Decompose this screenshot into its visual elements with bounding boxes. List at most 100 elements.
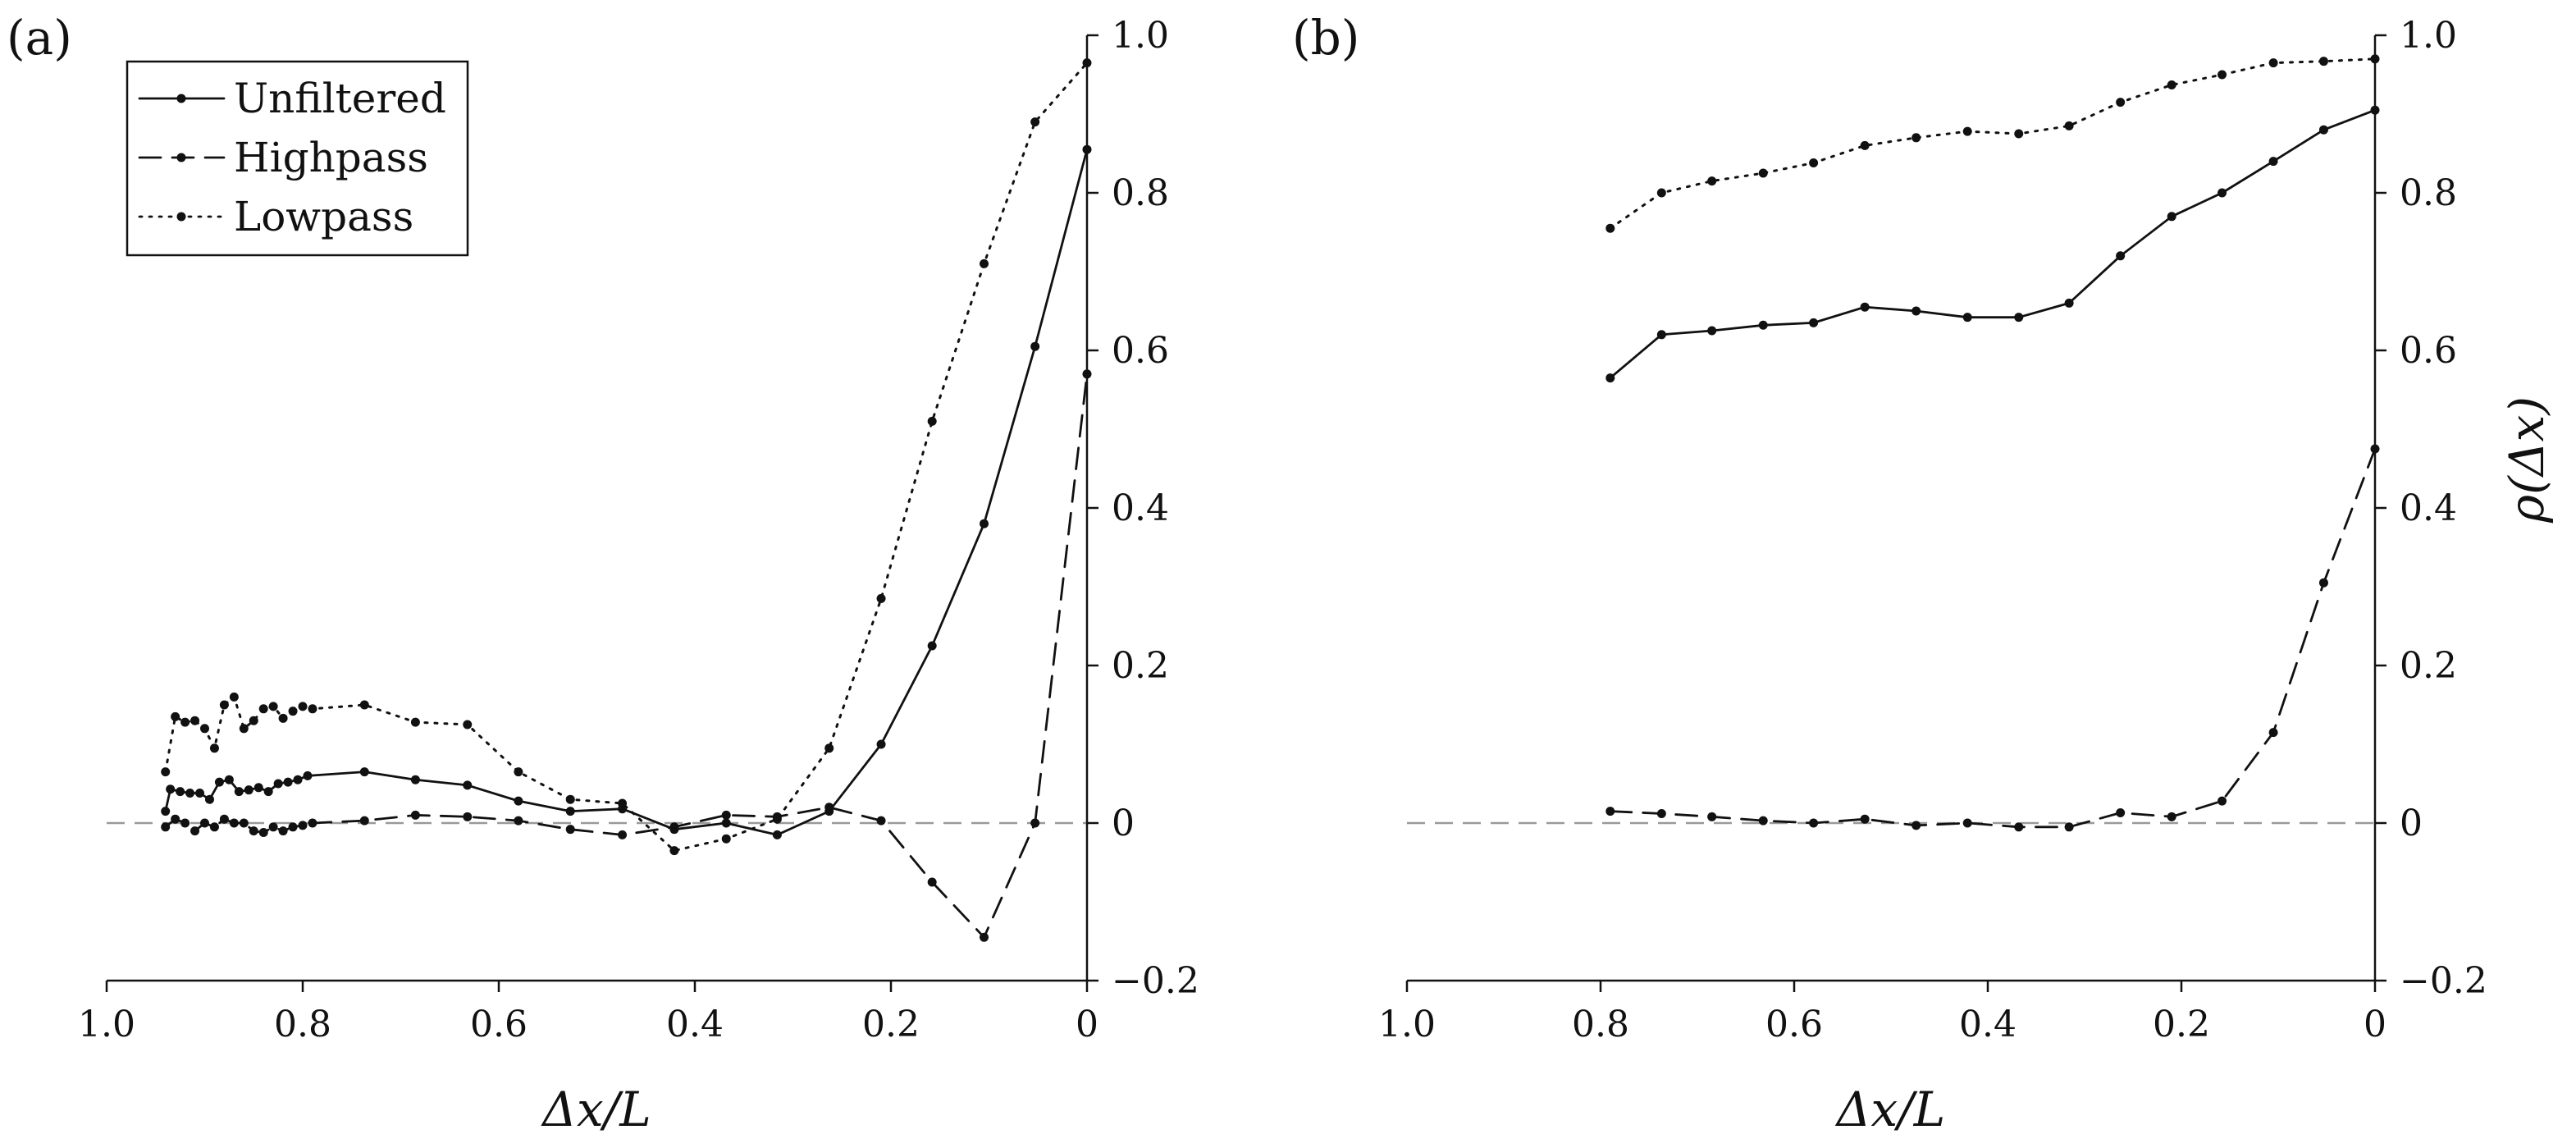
data-point [410,810,420,820]
data-point [195,789,205,798]
data-point [2116,808,2126,818]
data-point [190,716,200,725]
data-point [772,830,782,839]
data-point [1758,320,1768,330]
data-point [273,779,283,789]
data-point [288,707,298,716]
data-point [278,826,288,836]
data-point [190,826,200,836]
data-point [1911,306,1921,316]
x-axis-title: Δx/L [541,1082,651,1137]
data-point [669,846,679,856]
data-point [514,767,523,777]
legend-label-highpass: Highpass [234,134,428,181]
data-point [1605,807,1615,816]
data-point [2370,54,2380,64]
data-point [200,818,209,828]
data-point [876,593,886,603]
legend-marker [176,153,186,162]
data-point [1030,117,1040,127]
data-point [980,932,989,942]
data-point [721,810,731,820]
y-axis-title: ρ(Δx) [2499,396,2555,524]
data-point [234,787,244,797]
series-line-highpass [164,373,1089,939]
data-point [1860,302,1870,312]
data-point [1605,373,1615,383]
data-point [1656,808,1666,818]
data-point [463,780,473,790]
data-point [2318,125,2328,135]
data-point [876,816,886,826]
y-tick-label: 0.8 [1112,172,1169,214]
data-point [219,814,229,824]
data-point [2167,812,2176,821]
series-lowpass [1605,54,2380,233]
data-point [2217,70,2227,80]
data-point [209,743,219,753]
data-point [1911,133,1921,143]
data-point [2217,188,2227,198]
data-point [2014,129,2024,139]
data-point [258,828,268,838]
data-point [410,717,420,727]
legend-label-unfiltered: Unfiltered [234,75,446,122]
data-point [1656,188,1666,198]
series-highpass [1605,444,2380,832]
x-tick-label: 1.0 [1378,1004,1436,1045]
data-point [2064,822,2074,832]
data-point [224,775,234,784]
data-point [618,798,628,808]
data-point [303,771,313,780]
data-point [1911,821,1921,830]
data-point [772,814,782,824]
chart-panel-b: 1.0 0.8 0.6 0.4 0.2 0 −0.2 0 0.2 0.4 0.6 0.8 1.0 Δx/L… [1292,10,2555,1137]
data-point [244,785,253,795]
x-tick-label: 0.8 [1572,1004,1629,1045]
data-point [980,258,989,268]
data-point [565,807,575,816]
y-tick-label: 0.2 [2400,645,2457,687]
x-tick-label: 0.4 [666,1004,724,1045]
series-line-unfiltered [1609,108,2377,380]
data-point [1656,330,1666,340]
data-point [161,807,171,816]
data-point [1082,144,1092,154]
data-point [161,767,171,777]
y-tick-label: 0.2 [1112,645,1169,687]
data-point [359,700,369,710]
data-point [359,816,369,826]
data-point [258,704,268,714]
panel-label: (a) [7,10,72,66]
data-point [565,794,575,804]
x-axis-title: Δx/L [1835,1082,1946,1137]
y-tick-label: 0.4 [2400,487,2457,529]
data-point [1758,168,1768,178]
data-point [1962,126,1972,136]
data-point [2014,313,2024,322]
data-point [185,789,195,798]
data-point [927,641,937,651]
data-point [824,803,834,812]
data-point [2318,57,2328,66]
data-point [1707,176,1717,186]
data-point [927,877,937,887]
data-point [2116,251,2126,261]
data-point [249,826,258,836]
data-point [2064,298,2074,308]
data-point [876,739,886,749]
data-point [2268,157,2278,167]
y-tick-label: 1.0 [2400,15,2457,57]
data-point [239,724,249,734]
data-point [229,692,239,702]
data-point [2167,80,2176,89]
data-point [927,416,937,426]
data-point [200,724,209,734]
data-point [253,783,263,793]
data-point [166,784,176,794]
x-tick-label: 0.6 [1765,1004,1823,1045]
data-point [410,775,420,784]
data-point [2268,728,2278,738]
data-point [209,822,219,832]
legend-label-lowpass: Lowpass [234,193,413,240]
